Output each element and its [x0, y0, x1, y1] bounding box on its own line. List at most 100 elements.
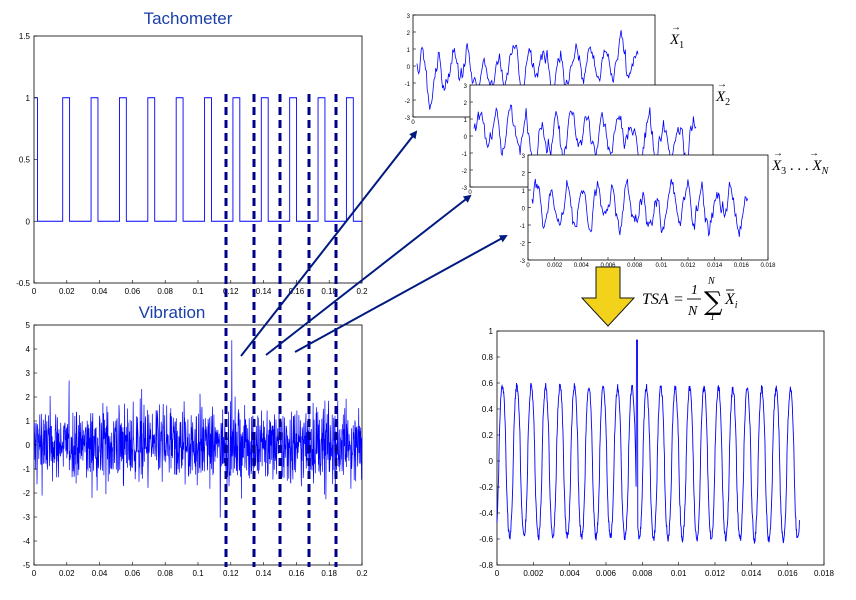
y-tick-label: -0.2 — [479, 483, 493, 492]
x-tick-label: 0 — [411, 120, 415, 126]
y-tick-label: 3 — [522, 154, 526, 160]
tsa-formula: TSA = 1 N N ∑ 1 Xi — [642, 276, 738, 323]
y-tick-label: -1 — [405, 82, 411, 88]
sum-sign-icon: ∑ — [704, 287, 723, 317]
y-tick-label: 3 — [407, 14, 411, 20]
x-tick-label: 0.16 — [289, 287, 305, 296]
segment-1-label: X1 — [669, 32, 684, 51]
vector-arrow-icon: → — [773, 148, 783, 159]
y-tick-label: -2 — [520, 242, 526, 248]
x-tick-label: 0 — [495, 569, 500, 578]
segment-arrows — [240, 130, 508, 357]
vector-arrow-icon: → — [717, 79, 727, 90]
x-tick-label: 0.01 — [655, 263, 667, 269]
x-tick-label: 0.004 — [560, 569, 581, 578]
y-tick-label: -1 — [520, 224, 526, 230]
tachometer-signal — [34, 97, 362, 222]
x-tick-label: 0.004 — [574, 263, 590, 269]
x-tick-label: 0.18 — [321, 569, 337, 578]
formula-eq: = — [673, 291, 684, 308]
y-tick-label: 0 — [522, 207, 526, 213]
segment-2-signal — [473, 104, 697, 171]
y-tick-label: -3 — [405, 116, 411, 122]
x-tick-label: 0.02 — [59, 569, 75, 578]
x-tick-label: 0 — [32, 569, 37, 578]
x-tick-label: 0.012 — [705, 569, 726, 578]
y-tick-label: 0 — [407, 65, 411, 71]
y-tick-label: -1 — [462, 152, 468, 158]
x-tick-label: 0.16 — [289, 569, 305, 578]
y-tick-label: 1 — [489, 327, 494, 336]
formula-denominator: N — [687, 304, 698, 319]
y-tick-label: 0.8 — [482, 353, 494, 362]
x-tick-label: 0.008 — [632, 569, 653, 578]
x-tick-label: 0.08 — [157, 287, 173, 296]
x-tick-label: 0.018 — [760, 263, 776, 269]
segment-3-label: X3 . . . XN — [771, 158, 830, 177]
y-tick-label: 0.5 — [19, 156, 31, 165]
y-tick-label: -1 — [23, 465, 31, 474]
y-tick-label: -2 — [462, 169, 468, 175]
segment-1-signal — [416, 30, 639, 110]
x-tick-label: 0.012 — [680, 263, 696, 269]
x-tick-label: 0.2 — [356, 287, 368, 296]
tsa-panel: 0 0.002 0.004 0.006 0.008 0.01 0.012 0.014 0.016… — [479, 327, 834, 578]
formula-numerator: 1 — [691, 283, 698, 298]
y-tick-label: -2 — [23, 489, 31, 498]
y-tick-label: 1 — [464, 118, 468, 124]
y-tick-label: 3 — [26, 369, 31, 378]
tachometer-axes — [33, 35, 363, 284]
y-tick-label: 1 — [26, 94, 31, 103]
y-tick-label: -3 — [462, 186, 468, 192]
segment-2-label: X2 — [715, 89, 730, 108]
x-tick-label: 0.006 — [596, 569, 617, 578]
x-tick-label: 0.18 — [321, 287, 337, 296]
x-tick-label: 0.002 — [523, 569, 544, 578]
y-tick-label: -0.5 — [16, 279, 30, 288]
x-tick-label: 0.006 — [600, 263, 616, 269]
vibration-panel: Vibration 0 0.02 0.04 0.06 0.08 0.1 0.12 0.14 0.… — [23, 303, 368, 578]
y-tick-label: 0.4 — [482, 405, 494, 414]
formula-term: Xi — [724, 291, 738, 311]
x-tick-label: 0 — [526, 263, 530, 269]
formula-sum-bottom: 1 — [710, 312, 715, 323]
x-tick-label: 0.14 — [256, 287, 272, 296]
y-tick-label: -3 — [23, 513, 31, 522]
tachometer-panel: Tachometer 0 0.02 0.04 0.06 0.08 0.1 0.12 0.14 0… — [16, 9, 368, 296]
x-tick-label: 0.1 — [192, 287, 204, 296]
x-tick-label: 0.1 — [192, 569, 204, 578]
tachometer-x-ticks: 0 0.02 0.04 0.06 0.08 0.1 0.12 0.14 0.16 0.18 0.2 — [32, 280, 368, 296]
x-tick-label: 0.02 — [59, 287, 75, 296]
y-tick-label: 2 — [26, 393, 31, 402]
x-tick-label: 0.008 — [627, 263, 643, 269]
x-tick-label: 0.04 — [92, 569, 108, 578]
y-tick-label: -3 — [520, 259, 526, 265]
y-tick-label: 0 — [489, 457, 494, 466]
y-tick-label: 0 — [26, 441, 31, 450]
y-tick-label: -0.6 — [479, 535, 493, 544]
arrow-to-segment-3 — [294, 235, 508, 353]
tachometer-title: Tachometer — [144, 9, 233, 28]
x-tick-label: 0.06 — [125, 569, 141, 578]
y-tick-label: 1.5 — [19, 32, 31, 41]
vector-arrow-icon: → — [809, 148, 819, 159]
vibration-signal — [33, 340, 363, 518]
y-tick-label: 1 — [407, 48, 411, 54]
x-tick-label: 0.002 — [547, 263, 563, 269]
x-tick-label: 0.016 — [734, 263, 750, 269]
x-tick-label: 0 — [468, 190, 472, 196]
y-tick-label: 3 — [464, 84, 468, 90]
vibration-title: Vibration — [139, 303, 206, 322]
averaging-arrow-icon — [580, 266, 636, 327]
y-tick-label: 0.6 — [482, 379, 494, 388]
y-tick-label: -5 — [23, 561, 31, 570]
tachometer-y-ticks: -0.5 0 0.5 1 1.5 — [16, 32, 37, 288]
revolution-markers — [224, 94, 338, 567]
x-tick-label: 0.016 — [778, 569, 799, 578]
formula-sum-top: N — [707, 276, 716, 287]
x-tick-label: 0.14 — [256, 569, 272, 578]
x-tick-label: 0.08 — [157, 569, 173, 578]
y-tick-label: 2 — [464, 101, 468, 107]
y-tick-label: 4 — [26, 345, 31, 354]
tsa-x-ticks: 0 0.002 0.004 0.006 0.008 0.01 0.012 0.014 0.016… — [495, 562, 835, 578]
